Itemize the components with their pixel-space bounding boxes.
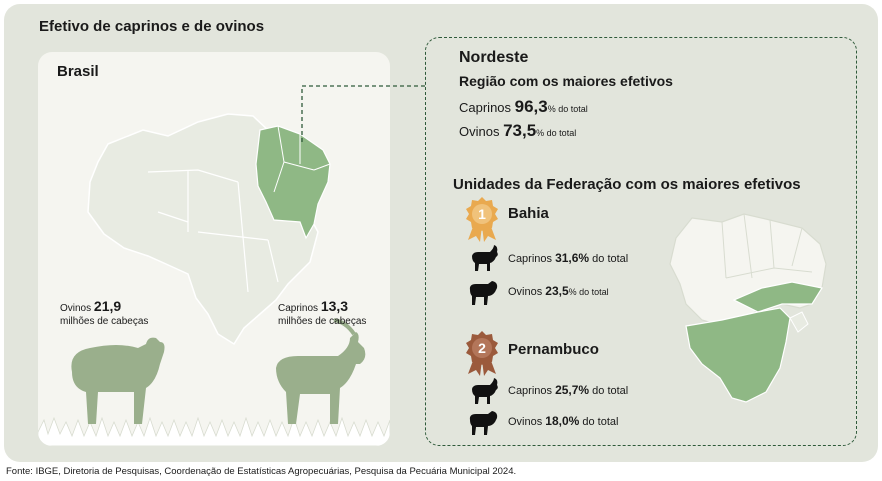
nordeste-region (255, 125, 331, 240)
sheep-silhouette (71, 337, 165, 424)
bahia-ovinos-value: 23,5 (545, 284, 569, 298)
pernambuco-ovinos-value: 18,0% (545, 414, 580, 428)
brasil-card: Brasil (38, 52, 390, 446)
pernambuco-ovinos-suffix: do total (579, 416, 619, 428)
sheep-icon (469, 281, 498, 305)
brasil-ovinos-stat: Ovinos 21,9 milhões de cabeças (60, 298, 149, 328)
brasil-ovinos-unit: milhões de cabeças (60, 316, 149, 327)
bahia-caprinos-value: 31,6% (555, 251, 590, 265)
pernambuco-caprinos-value: 25,7% (555, 383, 590, 397)
nordeste-caprinos-label: Caprinos (459, 100, 515, 115)
brasil-caprinos-value: 13,3 (320, 298, 349, 314)
sheep-icon (469, 411, 498, 435)
state-name-pernambuco: Pernambuco (508, 341, 599, 358)
uf-title: Unidades da Federação com os maiores efe… (453, 176, 801, 193)
nordeste-ovinos-suffix: % do total (536, 128, 577, 138)
bahia-ovinos-label: Ovinos (508, 286, 546, 298)
connector-line (301, 85, 426, 142)
bahia-caprinos-label: Caprinos (508, 253, 556, 265)
state-name-bahia: Bahia (508, 205, 549, 222)
brasil-ovinos-label: Ovinos (60, 303, 94, 314)
infographic-title: Efetivo de caprinos e de ovinos (39, 18, 265, 35)
nordeste-caprinos-suffix: % do total (547, 104, 588, 114)
brasil-caprinos-label: Caprinos (278, 303, 321, 314)
pernambuco-ovinos-label: Ovinos (508, 416, 546, 428)
bahia-caprinos-suffix: do total (589, 253, 629, 265)
source-note: Fonte: IBGE, Diretoria de Pesquisas, Coo… (6, 466, 517, 477)
medal-1-icon: 1 (466, 197, 498, 242)
nordeste-caprinos-value: 96,3 (514, 97, 548, 116)
nordeste-ovinos-value: 73,5 (503, 121, 537, 140)
pernambuco-ovinos: Ovinos 18,0% do total (508, 414, 618, 428)
brazil-map (38, 113, 390, 446)
pernambuco-caprinos-suffix: do total (589, 385, 629, 397)
nordeste-subtitle: Região com os maiores efetivos (459, 73, 673, 89)
goat-icon (472, 245, 498, 271)
medal-1-rank: 1 (478, 206, 486, 222)
goat-silhouette (276, 332, 366, 424)
brasil-caprinos-unit: milhões de cabeças (278, 316, 367, 327)
nordeste-ovinos-label: Ovinos (459, 124, 504, 139)
medal-2-rank: 2 (478, 340, 486, 356)
pernambuco-caprinos: Caprinos 25,7% do total (508, 383, 628, 397)
bahia-caprinos: Caprinos 31,6% do total (508, 251, 628, 265)
pernambuco-caprinos-label: Caprinos (508, 385, 556, 397)
nordeste-map (669, 213, 827, 403)
medal-2-icon: 2 (466, 331, 498, 376)
nordeste-title: Nordeste (459, 49, 529, 66)
bahia-ovinos: Ovinos 23,5% do total (508, 284, 609, 298)
bahia-region (685, 307, 791, 403)
nordeste-box (425, 37, 857, 446)
brasil-caprinos-stat: Caprinos 13,3 milhões de cabeças (278, 298, 367, 328)
goat-icon (472, 378, 498, 404)
nordeste-caprinos: Caprinos 96,3% do total (459, 97, 588, 117)
brasil-ovinos-value: 21,9 (93, 298, 122, 314)
nordeste-ovinos: Ovinos 73,5% do total (459, 121, 576, 141)
bahia-ovinos-suffix: % do total (568, 287, 609, 297)
brasil-label: Brasil (57, 63, 99, 80)
